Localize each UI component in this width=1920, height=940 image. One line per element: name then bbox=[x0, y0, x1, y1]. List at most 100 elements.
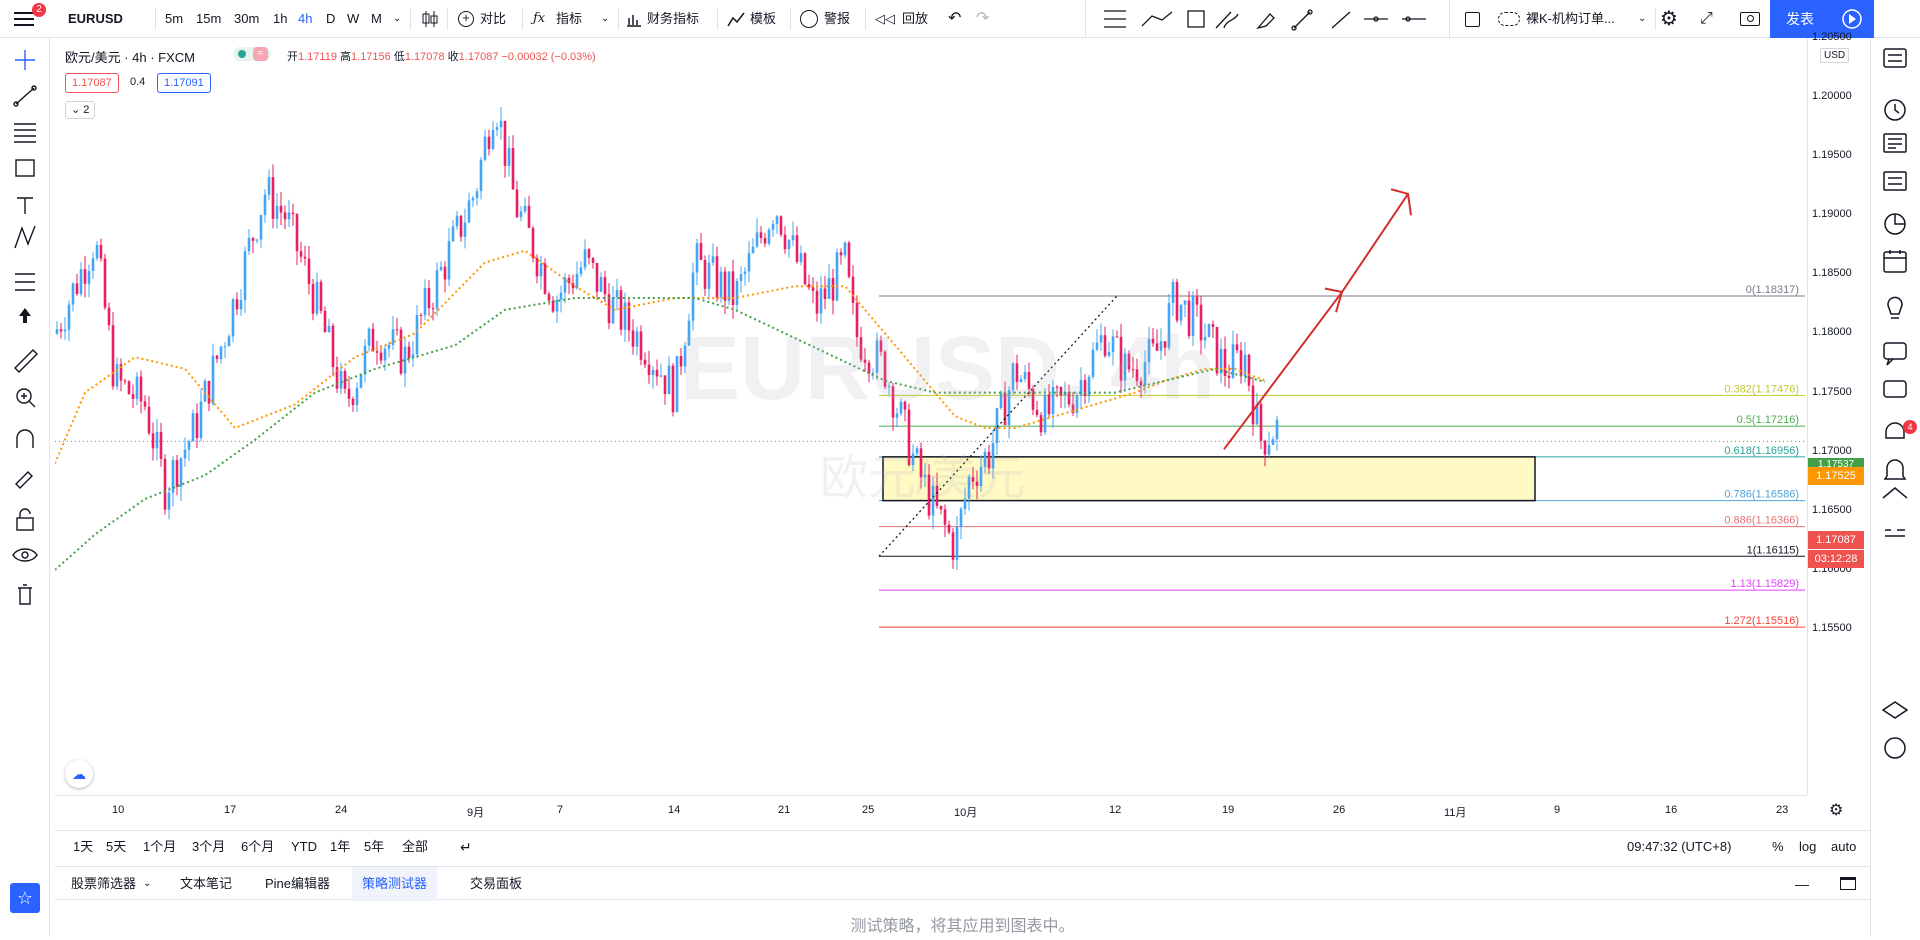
candle-body bbox=[1115, 336, 1119, 338]
price-axis[interactable] bbox=[1807, 38, 1863, 795]
fullscreen-icon[interactable]: ⤢ bbox=[1700, 10, 1713, 27]
candle-body bbox=[1171, 281, 1175, 303]
price-tick-label: 1.18500 bbox=[1812, 267, 1852, 280]
interval-d[interactable]: D bbox=[326, 11, 336, 26]
calendar-icon bbox=[1883, 251, 1907, 273]
candle-body bbox=[115, 364, 119, 387]
time-axis[interactable] bbox=[55, 795, 1807, 827]
candle-body bbox=[379, 352, 383, 361]
maximize-icon[interactable] bbox=[1840, 877, 1856, 890]
price-chart[interactable]: 0(1.18317) 0.382(1.17476) 0.5(1.17216) 0.61… bbox=[55, 38, 1807, 795]
templates-button[interactable]: 模板 bbox=[750, 11, 777, 26]
chevron-down-icon[interactable]: ⌄ bbox=[601, 13, 610, 24]
tab-text-notes[interactable]: 文本笔记 bbox=[180, 876, 233, 891]
crosshair-icon bbox=[15, 50, 35, 70]
candle-body bbox=[1119, 336, 1123, 381]
candle-body bbox=[275, 205, 279, 219]
camera-icon[interactable] bbox=[1740, 12, 1760, 26]
gear-icon[interactable]: ⚙ bbox=[1660, 8, 1678, 30]
candle-body bbox=[1055, 386, 1059, 388]
chevron-down-icon[interactable]: ⌄ bbox=[1638, 13, 1647, 24]
range-5d[interactable]: 5天 bbox=[106, 839, 127, 854]
range-ytd[interactable]: YTD bbox=[291, 839, 317, 854]
chevron-down-icon[interactable]: ⌄ bbox=[143, 878, 152, 889]
countdown-tag: 03:12:28 bbox=[1808, 550, 1864, 568]
news-icon bbox=[1883, 133, 1907, 153]
range-1y[interactable]: 1年 bbox=[330, 839, 351, 854]
candle-body bbox=[1255, 404, 1259, 425]
candle-body bbox=[187, 441, 191, 450]
right-widget-bar: 4 bbox=[1870, 38, 1920, 937]
replay-button[interactable]: 回放 bbox=[902, 11, 929, 26]
layout-name[interactable]: 裸K-机构订单... bbox=[1526, 11, 1615, 26]
candle-body bbox=[495, 127, 499, 130]
interval-m[interactable]: M bbox=[371, 11, 382, 26]
symbol-search[interactable]: EURUSD bbox=[68, 11, 123, 26]
candle-body bbox=[239, 299, 243, 310]
percent-toggle[interactable]: % bbox=[1772, 839, 1784, 854]
range-3m[interactable]: 3个月 bbox=[192, 839, 226, 854]
tab-stock-screener[interactable]: 股票筛选器 bbox=[71, 876, 137, 891]
bid-price[interactable]: 1.17087 bbox=[65, 73, 119, 93]
dom-icon bbox=[1885, 529, 1905, 537]
candle-body bbox=[639, 331, 643, 360]
goto-date-icon[interactable]: ↵ bbox=[460, 839, 472, 855]
tab-trading-panel[interactable]: 交易面板 bbox=[470, 876, 523, 891]
undo-icon[interactable]: ↶ bbox=[948, 10, 962, 27]
redo-icon[interactable]: ↷ bbox=[976, 10, 990, 27]
candle-body bbox=[699, 243, 703, 260]
candle-body bbox=[87, 270, 91, 284]
interval-30m[interactable]: 30m bbox=[234, 11, 260, 26]
candle-body bbox=[179, 458, 183, 487]
legend-title[interactable]: 欧元/美元 · 4h · FXCM bbox=[65, 50, 196, 65]
candle-body bbox=[367, 328, 371, 346]
interval-w[interactable]: W bbox=[347, 11, 360, 26]
range-6m[interactable]: 6个月 bbox=[241, 839, 275, 854]
alerts-button[interactable]: 警报 bbox=[824, 11, 851, 26]
minimize-icon[interactable]: — bbox=[1795, 876, 1809, 892]
candle-body bbox=[1275, 419, 1279, 440]
interval-4h[interactable]: 4h bbox=[298, 11, 313, 26]
tradingview-logo-icon[interactable]: ☁ bbox=[65, 760, 93, 788]
play-icon[interactable] bbox=[1830, 0, 1874, 38]
interval-1h[interactable]: 1h bbox=[273, 11, 288, 26]
clock[interactable]: 09:47:32 (UTC+8) bbox=[1627, 839, 1732, 854]
ask-price[interactable]: 1.17091 bbox=[157, 73, 211, 93]
candle-body bbox=[335, 367, 339, 389]
candle-body bbox=[363, 345, 367, 375]
favorites-star-icon[interactable]: ☆ bbox=[10, 883, 40, 913]
auto-toggle[interactable]: auto bbox=[1831, 839, 1857, 854]
range-1d[interactable]: 1天 bbox=[73, 839, 94, 854]
interval-5m[interactable]: 5m bbox=[165, 11, 184, 26]
chart-area[interactable]: 0(1.18317) 0.382(1.17476) 0.5(1.17216) 0.61… bbox=[55, 38, 1850, 795]
candle-body bbox=[247, 238, 251, 252]
interval-15m[interactable]: 15m bbox=[196, 11, 222, 26]
pattern-icon bbox=[14, 225, 36, 249]
compare-button[interactable]: 对比 bbox=[480, 11, 507, 26]
menu-icon[interactable] bbox=[14, 10, 34, 28]
range-1m[interactable]: 1个月 bbox=[143, 839, 177, 854]
candle-body bbox=[451, 226, 455, 242]
chevron-down-icon[interactable]: ⌄ bbox=[393, 13, 402, 24]
candle-body bbox=[143, 401, 147, 407]
log-toggle[interactable]: log bbox=[1799, 839, 1817, 854]
axis-settings-gear-icon[interactable]: ⚙ bbox=[1829, 802, 1844, 819]
candle-body bbox=[755, 232, 759, 247]
tab-pine-editor[interactable]: Pine编辑器 bbox=[265, 876, 331, 891]
range-all[interactable]: 全部 bbox=[402, 839, 429, 854]
publish-button[interactable]: 发表 bbox=[1770, 0, 1830, 38]
financials-button[interactable]: 财务指标 bbox=[647, 11, 700, 26]
ohlc-row: 开1.17119 高1.17156 低1.17078 收1.17087 −0.0… bbox=[287, 48, 596, 64]
candles-icon[interactable] bbox=[420, 9, 440, 29]
indicators-toggle[interactable]: ⌄ 2 bbox=[65, 101, 96, 119]
candle-body bbox=[803, 253, 807, 285]
indicators-button[interactable]: 指标 bbox=[556, 11, 583, 26]
square-icon[interactable] bbox=[1465, 12, 1480, 27]
candle-body bbox=[763, 237, 767, 244]
tab-strategy-tester[interactable]: 策略测试器 bbox=[352, 867, 438, 901]
arrow-head-mid bbox=[1324, 287, 1344, 313]
candle-body bbox=[943, 509, 947, 525]
range-5y[interactable]: 5年 bbox=[364, 839, 385, 854]
candle-body bbox=[623, 302, 627, 330]
fib-level-label: 1.272(1.15516) bbox=[1724, 615, 1799, 627]
